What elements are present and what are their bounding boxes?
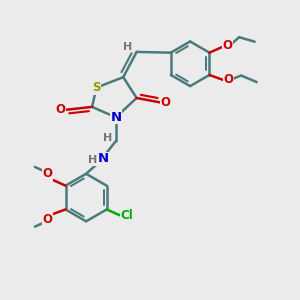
Text: S: S: [92, 81, 101, 94]
Text: O: O: [224, 73, 234, 86]
Text: H: H: [123, 42, 132, 52]
Text: O: O: [43, 167, 53, 180]
Text: N: N: [110, 111, 122, 124]
Text: O: O: [55, 103, 65, 116]
Text: Cl: Cl: [120, 209, 133, 223]
Text: H: H: [103, 133, 112, 142]
Text: O: O: [222, 39, 232, 52]
Text: O: O: [161, 96, 171, 109]
Text: H: H: [88, 155, 98, 165]
Text: N: N: [98, 152, 109, 165]
Text: O: O: [43, 213, 53, 226]
